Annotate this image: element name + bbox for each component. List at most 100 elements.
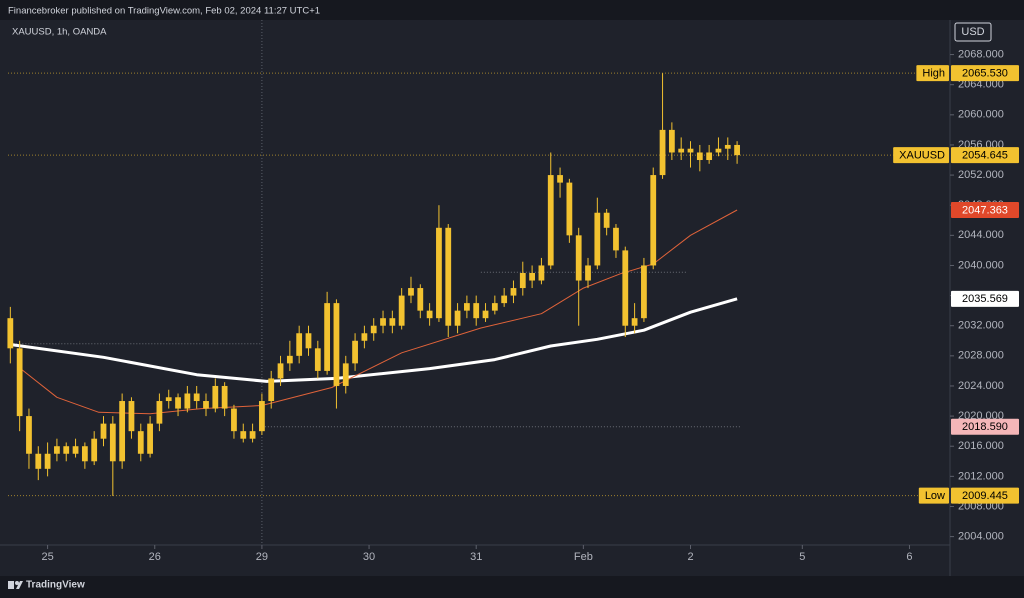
candle-body [445,227,452,326]
y-tick-label: 2004.000 [958,531,1004,543]
candle-body [268,378,275,402]
candle-body [650,175,657,266]
y-tick-label: 2012.000 [958,470,1004,482]
candle-body [249,431,256,439]
candle-body [585,265,591,281]
candle-body [314,348,321,371]
candle-body [296,333,303,356]
logo-slash [16,581,23,589]
candle-body [7,318,14,349]
tradingview-logo [8,581,23,589]
candle-body [426,310,433,319]
candle-body [594,212,601,266]
candle-body [342,363,349,386]
candle-body [100,423,107,439]
candle-body [538,265,545,281]
candle-body [305,333,312,349]
candle-body [231,408,237,432]
x-tick-label: 26 [149,551,161,563]
candle-body [370,325,377,334]
candle-body [212,385,219,409]
moving-average [10,297,738,383]
candle-body [137,431,144,454]
candle-body [557,175,563,183]
candle-body [156,401,163,424]
candle-body [165,397,172,402]
symbol-text: XAUUSD, 1h, OANDA [12,27,107,38]
price-axis: 2004.0002008.0002012.0002016.0002020.000… [893,48,1019,543]
candle-body [119,401,126,462]
brand: TradingView [26,580,85,591]
candle-body [63,446,70,454]
candle-body [678,148,685,153]
candle-body [501,295,508,304]
candle-body [715,148,722,153]
candle-body [26,416,32,454]
candle-body [641,265,647,319]
logo-dot [15,581,19,585]
price-tag-name: Low [925,490,945,502]
candle-body [734,144,740,156]
candle-body [109,423,116,462]
candle-body [491,303,498,311]
price-tag-name: High [922,68,945,80]
price-tag-label: 2018.590 [962,421,1008,433]
candle-body [510,288,517,296]
x-tick-label: 30 [363,551,375,563]
candle-body [352,340,358,364]
candle-body [91,438,98,462]
y-tick-label: 2044.000 [958,229,1004,241]
price-tag-label: 2009.445 [962,490,1008,502]
logo-bar [8,581,14,589]
candle-body [408,288,414,296]
x-tick-label: 2 [687,551,693,563]
candle-body [175,397,181,409]
candle-body [389,318,396,326]
x-tick-label: 6 [906,551,912,563]
candle-body [454,310,461,326]
candle-body [417,288,424,311]
x-tick-label: 25 [41,551,53,563]
y-tick-label: 2040.000 [958,259,1004,271]
candle-body [482,310,489,319]
candle-body [72,446,79,454]
candle-body [259,401,265,432]
price-tag-label: 2054.645 [962,150,1008,162]
price-tag [951,202,1019,219]
candle-body [668,129,675,153]
price-tag [951,418,1019,435]
y-tick-label: 2064.000 [958,79,1004,91]
candle-body [622,250,629,326]
publisher-text: Financebroker published on TradingView.c… [8,6,320,17]
y-tick-label: 2016.000 [958,440,1004,452]
x-tick-label: 31 [470,551,482,563]
price-tag-name-box [916,65,949,82]
candle-body [398,295,405,326]
candle-body [277,363,284,379]
y-tick-label: 2032.000 [958,320,1004,332]
y-tick-label: 2028.000 [958,350,1004,362]
currency-box[interactable] [954,22,992,42]
currency[interactable]: USD [961,26,984,38]
candle-body [16,348,23,417]
price-tag-name-box [918,487,949,504]
candle-body [706,152,713,161]
candle-body [380,318,386,326]
candle-body [44,453,51,469]
plot-area: 25 26 29 30 31 Feb 2 5 6 [7,20,950,563]
candle-body [221,385,228,409]
candle-body [203,401,209,409]
candle-body [519,272,526,289]
price-tag-name-box [893,147,949,164]
candle-body [631,318,638,326]
y-tick-label: 2052.000 [958,169,1004,181]
candle-body [128,401,135,432]
price-tag-label: 2035.569 [962,293,1008,305]
x-tick-label: 29 [256,551,268,563]
price-tag [951,147,1019,164]
candle-body [147,423,153,454]
candle-body [193,393,200,402]
